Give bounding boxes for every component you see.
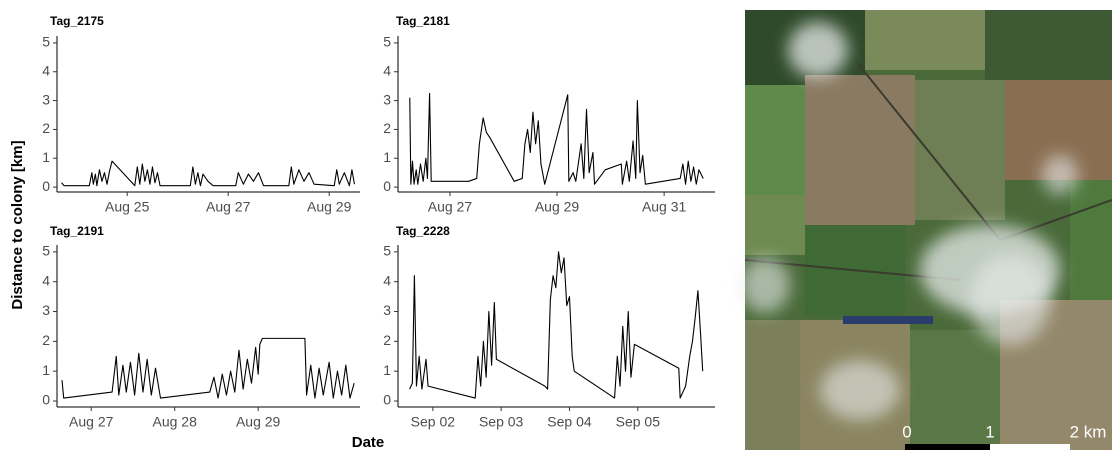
- y-tick-label: 0: [383, 178, 391, 194]
- scale-label: 1: [985, 422, 994, 441]
- y-tick-label: 5: [383, 34, 391, 50]
- map: 0 1 2 km: [740, 10, 1112, 450]
- y-tick-label: 5: [42, 34, 50, 50]
- map-zone: [970, 255, 1050, 345]
- data-line: [61, 337, 355, 399]
- map-zone: [820, 360, 900, 420]
- y-tick-label: 0: [42, 178, 50, 194]
- x-axis-label: Date: [352, 434, 385, 450]
- y-tick-label: 2: [383, 332, 391, 348]
- map-field: [805, 75, 915, 225]
- panel-title: Tag_2175: [50, 14, 104, 28]
- map-zone: [1042, 155, 1078, 195]
- data-line: [409, 92, 704, 185]
- y-tick-label: 3: [42, 302, 50, 318]
- map-zone: [740, 257, 790, 313]
- map-field: [985, 10, 1112, 80]
- x-tick-label: Aug 27: [69, 414, 114, 430]
- x-tick-label: Aug 25: [105, 199, 150, 215]
- y-tick-label: 1: [42, 362, 50, 378]
- map-zone: [788, 22, 848, 78]
- x-tick-label: Sep 03: [479, 414, 524, 430]
- map-road: [854, 59, 1001, 241]
- panel-title: Tag_2228: [396, 224, 450, 238]
- panel-title: Tag_2181: [396, 14, 450, 28]
- map-field: [745, 320, 800, 450]
- scale-label: 2 km: [1070, 422, 1107, 441]
- y-tick-label: 1: [383, 149, 391, 165]
- map-field: [745, 195, 805, 255]
- x-tick-label: Sep 05: [616, 414, 661, 430]
- y-tick-label: 2: [383, 120, 391, 136]
- data-line: [409, 251, 704, 399]
- y-tick-label: 5: [383, 243, 391, 259]
- x-tick-label: Aug 29: [307, 199, 352, 215]
- map-field: [865, 10, 985, 70]
- x-tick-label: Aug 27: [428, 199, 473, 215]
- y-tick-label: 0: [383, 392, 391, 408]
- data-line: [61, 160, 355, 187]
- x-tick-label: Aug 28: [153, 414, 198, 430]
- x-tick-label: Sep 04: [547, 414, 592, 430]
- y-tick-label: 1: [42, 149, 50, 165]
- y-tick-label: 0: [42, 392, 50, 408]
- y-tick-label: 4: [383, 272, 391, 288]
- y-tick-label: 3: [383, 302, 391, 318]
- scale-label: 0: [902, 422, 911, 441]
- y-tick-label: 4: [42, 272, 50, 288]
- map-feature: [843, 316, 933, 324]
- y-tick-label: 2: [42, 120, 50, 136]
- scale-bar: [905, 444, 990, 450]
- y-tick-label: 4: [383, 62, 391, 78]
- y-axis-label: Distance to colony [km]: [9, 140, 26, 309]
- map-field: [1070, 180, 1112, 300]
- y-tick-label: 3: [42, 91, 50, 107]
- map-field: [745, 85, 805, 195]
- map-field: [910, 330, 1000, 450]
- y-tick-label: 3: [383, 91, 391, 107]
- y-tick-label: 5: [42, 243, 50, 259]
- x-tick-label: Sep 02: [411, 414, 456, 430]
- x-tick-label: Aug 29: [535, 199, 580, 215]
- x-tick-label: Aug 27: [206, 199, 251, 215]
- y-tick-label: 2: [42, 332, 50, 348]
- x-tick-label: Aug 29: [236, 414, 281, 430]
- panel-title: Tag_2191: [50, 224, 104, 238]
- x-tick-label: Aug 31: [642, 199, 687, 215]
- map-field: [915, 80, 1005, 220]
- y-tick-label: 1: [383, 362, 391, 378]
- scale-bar: [990, 444, 1070, 450]
- y-tick-label: 4: [42, 62, 50, 78]
